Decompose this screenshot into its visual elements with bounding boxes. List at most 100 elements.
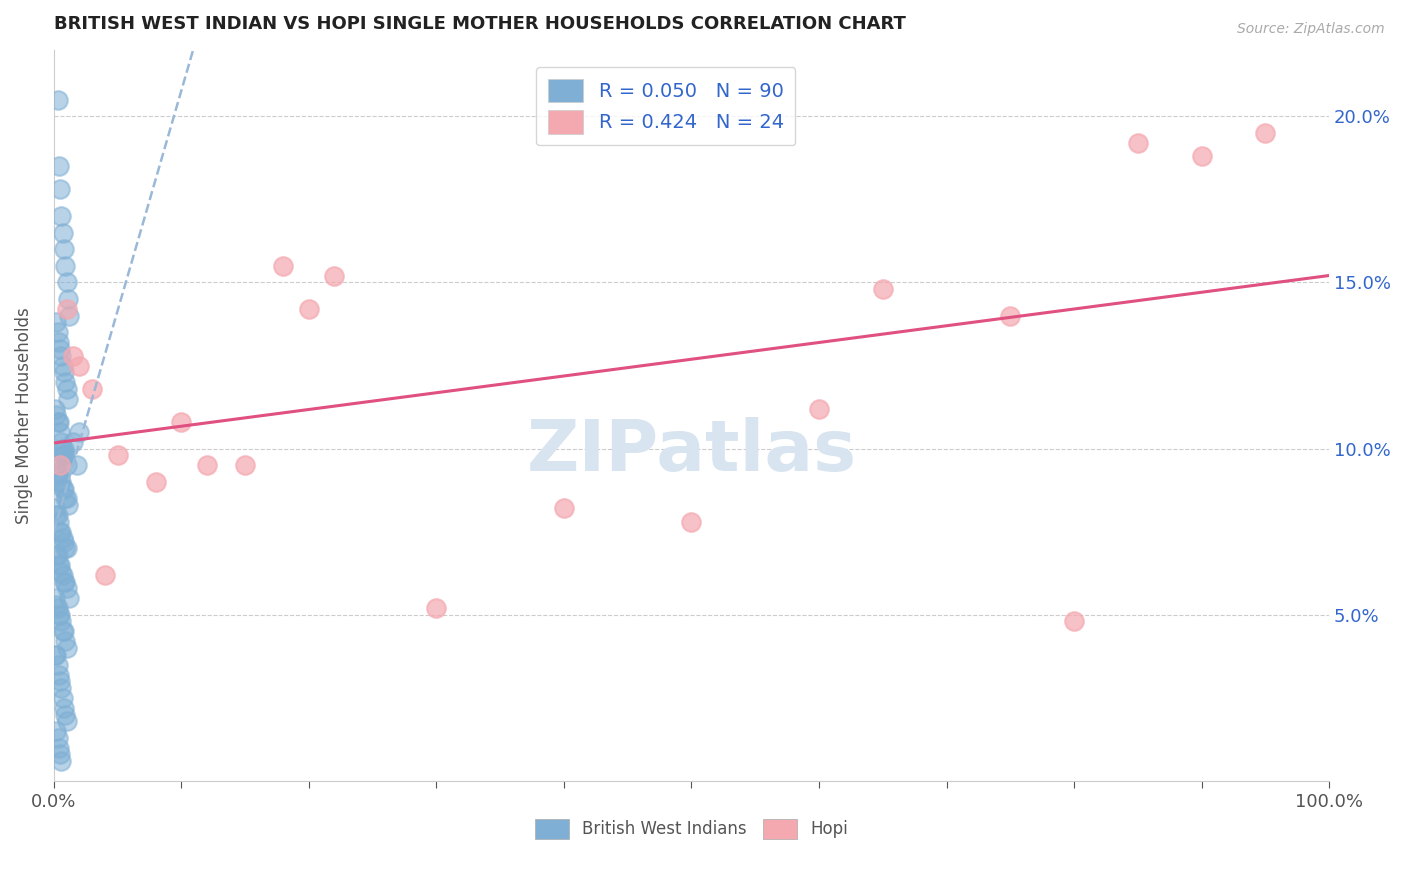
Point [51,435,73,450]
Point [49,524,72,539]
Point [145,475,167,489]
Point [55,301,77,316]
Point [53,707,76,722]
Text: BRITISH WEST INDIAN VS HOPI SINGLE MOTHER HOUSEHOLDS CORRELATION CHART: BRITISH WEST INDIAN VS HOPI SINGLE MOTHE… [53,15,905,33]
Point [233,458,256,473]
Point [49,747,72,762]
Point [52,532,75,546]
Point [53,491,76,506]
Point [48,667,70,681]
Point [56,392,79,406]
Point [52,482,75,496]
Text: Source: ZipAtlas.com: Source: ZipAtlas.com [1237,22,1385,37]
Point [48,558,70,572]
Point [53,442,76,456]
Point [51,681,73,695]
Point [55,382,77,396]
Point [49,425,72,439]
Point [51,524,73,539]
Point [58,591,80,606]
Point [55,640,77,655]
Point [553,501,575,516]
Point [45,724,67,739]
Point [425,601,447,615]
Point [52,442,75,456]
Point [48,415,70,429]
Point [51,565,73,579]
Point [53,701,76,715]
Point [298,301,321,316]
Point [52,448,75,462]
Point [52,690,75,705]
Point [55,458,77,473]
Point [51,754,73,768]
Point [46,465,69,479]
Legend: British West Indians, Hopi: British West Indians, Hopi [529,812,855,846]
Point [1191,149,1213,163]
Point [53,482,76,496]
Point [44,648,66,662]
Point [51,475,73,489]
Point [46,93,69,107]
Point [51,615,73,629]
Point [53,375,76,389]
Point [62,349,84,363]
Point [53,259,76,273]
Point [48,515,70,529]
Point [681,515,703,529]
Point [45,648,67,662]
Point [49,458,72,473]
Point [45,548,67,562]
Point [107,448,129,462]
Point [94,568,117,582]
Point [48,607,70,622]
Point [323,268,346,283]
Point [46,731,69,745]
Point [46,326,69,340]
Point [52,359,75,373]
Point [55,714,77,728]
Point [48,335,70,350]
Point [46,508,69,522]
Point [58,309,80,323]
Point [872,282,894,296]
Point [49,558,72,572]
Point [808,401,831,416]
Point [62,435,84,450]
Text: ZIPatlas: ZIPatlas [526,417,856,486]
Point [49,342,72,356]
Point [53,365,76,379]
Point [1126,136,1149,150]
Point [48,159,70,173]
Point [46,415,69,429]
Point [195,458,218,473]
Point [49,674,72,689]
Point [53,541,76,556]
Point [53,242,76,256]
Point [45,458,67,473]
Y-axis label: Single Mother Households: Single Mother Households [15,307,32,524]
Point [66,458,89,473]
Point [1063,615,1085,629]
Point [67,425,90,439]
Point [45,508,67,522]
Point [55,491,77,506]
Point [44,591,66,606]
Point [273,259,295,273]
Point [53,534,76,549]
Point [52,226,75,240]
Point [49,475,72,489]
Point [51,349,73,363]
Point [1000,309,1022,323]
Point [51,209,73,223]
Point [53,634,76,648]
Point [45,315,67,329]
Point [53,624,76,639]
Point [170,415,193,429]
Point [52,568,75,582]
Point [53,448,76,462]
Point [53,448,76,462]
Point [56,498,79,512]
Point [49,607,72,622]
Point [1254,126,1277,140]
